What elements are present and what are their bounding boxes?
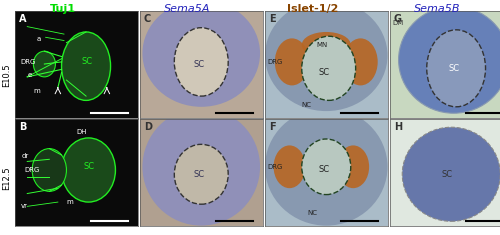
Text: G: G bbox=[394, 14, 402, 24]
Ellipse shape bbox=[344, 38, 378, 86]
Ellipse shape bbox=[302, 32, 351, 58]
Ellipse shape bbox=[398, 6, 500, 113]
Ellipse shape bbox=[427, 30, 486, 107]
Text: E: E bbox=[268, 14, 276, 24]
Text: Tuj1: Tuj1 bbox=[50, 4, 76, 14]
Text: SC: SC bbox=[442, 170, 452, 179]
Ellipse shape bbox=[338, 145, 369, 188]
Text: Islet-1/2: Islet-1/2 bbox=[287, 4, 338, 14]
Ellipse shape bbox=[302, 139, 351, 195]
Text: DRG: DRG bbox=[25, 167, 40, 173]
Text: E12.5: E12.5 bbox=[2, 167, 12, 190]
Text: a: a bbox=[37, 36, 42, 43]
Text: SC: SC bbox=[319, 68, 330, 77]
Text: F: F bbox=[268, 122, 276, 132]
Ellipse shape bbox=[62, 32, 110, 100]
Ellipse shape bbox=[174, 28, 228, 96]
Text: SC: SC bbox=[81, 57, 92, 67]
Text: DM: DM bbox=[392, 20, 404, 26]
Ellipse shape bbox=[62, 138, 116, 202]
Text: A: A bbox=[18, 14, 26, 24]
Text: B: B bbox=[18, 122, 26, 132]
Text: DRG: DRG bbox=[20, 59, 36, 65]
Text: C: C bbox=[144, 14, 151, 24]
Text: vr: vr bbox=[21, 203, 28, 209]
Text: e: e bbox=[27, 72, 32, 78]
Text: SC: SC bbox=[194, 170, 205, 179]
Ellipse shape bbox=[174, 144, 228, 204]
Text: MN: MN bbox=[316, 42, 328, 48]
Ellipse shape bbox=[265, 108, 388, 226]
Text: NC: NC bbox=[308, 210, 318, 216]
Text: SC: SC bbox=[194, 59, 205, 69]
Text: E10.5: E10.5 bbox=[2, 63, 12, 87]
Ellipse shape bbox=[275, 38, 309, 86]
Ellipse shape bbox=[34, 51, 56, 77]
Text: m: m bbox=[66, 199, 73, 205]
Text: SC: SC bbox=[449, 64, 460, 73]
Ellipse shape bbox=[265, 0, 388, 111]
Ellipse shape bbox=[402, 127, 500, 221]
Ellipse shape bbox=[142, 108, 260, 226]
Ellipse shape bbox=[274, 145, 306, 188]
Text: m: m bbox=[34, 88, 40, 94]
Text: SC: SC bbox=[84, 162, 94, 171]
Text: Sema5B: Sema5B bbox=[414, 4, 461, 14]
Ellipse shape bbox=[158, 5, 244, 48]
Text: Sema5A: Sema5A bbox=[164, 4, 211, 14]
Text: DRG: DRG bbox=[268, 164, 283, 170]
Text: SC: SC bbox=[319, 165, 330, 175]
Ellipse shape bbox=[142, 0, 260, 107]
Text: DH: DH bbox=[76, 129, 87, 134]
Text: D: D bbox=[144, 122, 152, 132]
Ellipse shape bbox=[32, 149, 66, 191]
Ellipse shape bbox=[302, 36, 356, 100]
Text: H: H bbox=[394, 122, 402, 132]
Text: NC: NC bbox=[302, 102, 312, 108]
Text: DRG: DRG bbox=[268, 59, 283, 65]
Text: dr: dr bbox=[21, 153, 28, 159]
